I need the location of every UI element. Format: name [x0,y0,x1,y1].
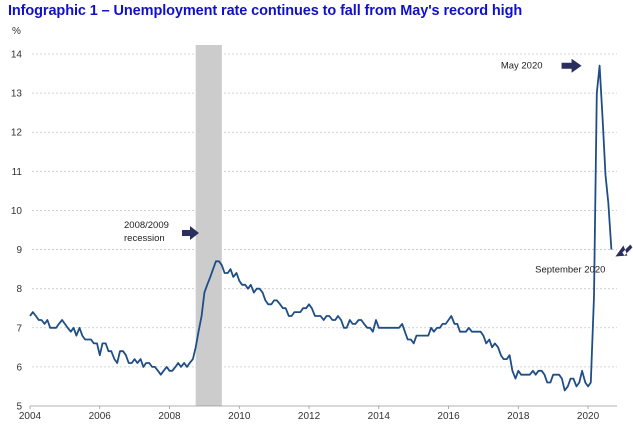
x-tick-label: 2006 [89,411,112,422]
recession-arrow-icon [182,226,199,240]
september-2020-arrow-icon [615,244,633,257]
x-tick-label: 2020 [577,411,600,422]
y-tick-label: 6 [16,362,22,373]
y-tick-label: 13 [11,89,23,100]
x-tick-label: 2012 [298,411,321,422]
unemployment-rate-line [29,64,613,392]
y-tick-label: 5 [16,402,22,413]
y-axis-unit-label: % [12,26,21,37]
x-tick-label: 2018 [507,411,530,422]
chart-title: Infographic 1 – Unemployment rate contin… [8,3,523,19]
y-tick-label: 12 [11,128,23,139]
recession-band [195,45,222,406]
september-2020-label: September 2020 [535,265,605,276]
may-2020-arrow-icon [561,58,582,73]
x-tick-label: 2008 [158,411,181,422]
recession-label-line1: 2008/2009 [124,220,169,231]
y-tick-label: 14 [11,50,23,61]
gridlines [32,53,617,368]
may-2020-label: May 2020 [501,61,543,72]
y-axis-labels: 5 6 7 8 9 10 11 12 13 14 [11,50,23,413]
y-tick-label: 7 [16,323,22,334]
recession-label-line2: recession [124,233,165,244]
y-tick-label: 10 [11,206,23,217]
x-tick-label: 2016 [437,411,460,422]
x-tick-label: 2004 [19,411,42,422]
x-tick-label: 2010 [228,411,251,422]
x-axis-labels: 2004 2006 2008 2010 2012 2014 2016 2018 2020 [19,406,600,422]
y-tick-label: 8 [16,284,22,295]
y-tick-label: 11 [12,167,23,178]
y-tick-label: 9 [16,245,22,256]
x-tick-label: 2014 [368,411,391,422]
